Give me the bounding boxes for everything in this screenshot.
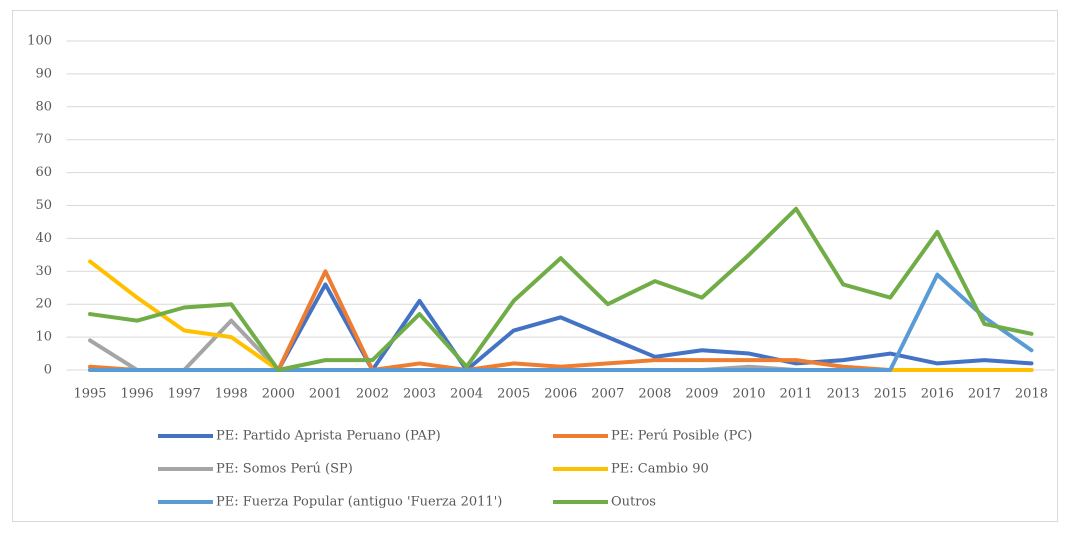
y-tick-label: 100 [27,34,52,49]
x-tick-label: 2007 [591,387,624,402]
y-tick-label: 70 [35,132,52,147]
legend-label: PE: Somos Perú (SP) [216,462,353,477]
x-tick-label: 2006 [544,387,577,402]
x-tick-label: 2010 [732,387,765,402]
y-tick-label: 10 [35,330,52,345]
x-tick-label: 2001 [309,387,342,402]
legend-label: Outros [611,495,656,510]
x-tick-label: 2015 [874,387,907,402]
legend-label: PE: Perú Posible (PC) [611,429,752,444]
x-tick-label: 1997 [168,387,201,402]
x-tick-label: 2009 [685,387,718,402]
x-tick-label: 1995 [73,387,106,402]
chart-border [12,10,1058,522]
x-tick-label: 2000 [262,387,295,402]
y-tick-label: 50 [35,198,52,213]
x-tick-label: 2003 [403,387,436,402]
x-tick-label: 2005 [497,387,530,402]
series-line [88,206,1034,372]
y-tick-label: 30 [35,264,52,279]
x-tick-label: 1998 [215,387,248,402]
y-tick-label: 60 [35,165,52,180]
x-tick-label: 2013 [827,387,860,402]
x-tick-label: 2016 [921,387,954,402]
y-tick-label: 40 [35,231,52,246]
x-tick-label: 2018 [1015,387,1048,402]
x-tick-label: 2008 [638,387,671,402]
legend-label: PE: Partido Aprista Peruano (PAP) [216,429,441,444]
x-tick-label: 2017 [968,387,1001,402]
legend-label: PE: Fuerza Popular (antiguo 'Fuerza 2011… [216,495,502,510]
x-tick-label: 1996 [121,387,154,402]
y-tick-label: 0 [44,363,52,378]
x-tick-label: 2011 [780,387,813,402]
y-tick-label: 80 [35,99,52,114]
x-tick-label: 2002 [356,387,389,402]
x-tick-label: 2004 [450,387,483,402]
legend-label: PE: Cambio 90 [611,462,709,477]
y-tick-label: 20 [35,297,52,312]
y-tick-label: 90 [35,66,52,81]
series-line [88,272,1034,372]
